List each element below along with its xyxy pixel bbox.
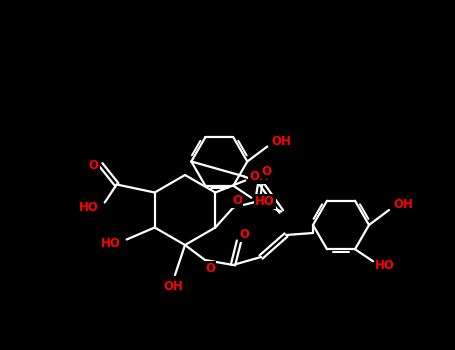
- Text: O: O: [261, 165, 271, 178]
- Text: OH: OH: [163, 280, 183, 294]
- Text: HO: HO: [101, 237, 121, 250]
- Text: OH: OH: [249, 170, 269, 183]
- Text: O: O: [233, 194, 243, 207]
- Text: OH: OH: [393, 198, 413, 211]
- Text: O: O: [205, 261, 215, 274]
- Text: OH: OH: [271, 135, 291, 148]
- Text: O: O: [89, 159, 99, 172]
- Text: O: O: [239, 229, 249, 241]
- Text: HO: HO: [79, 201, 99, 214]
- Text: HO: HO: [255, 195, 275, 208]
- Text: HO: HO: [375, 259, 395, 272]
